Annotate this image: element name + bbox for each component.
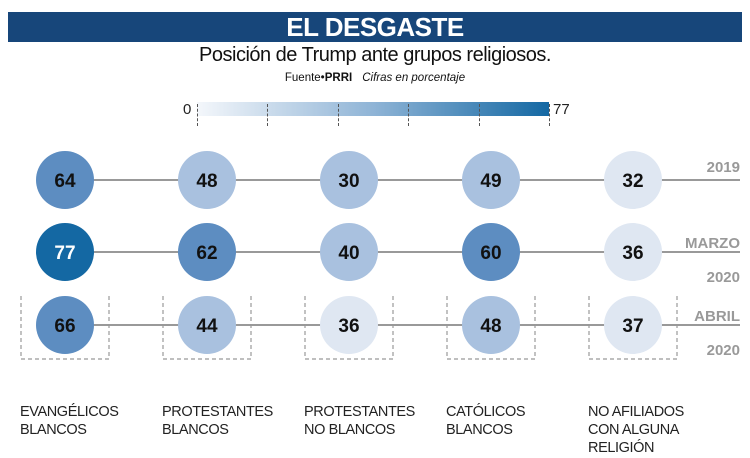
row-label: MARZO 2020 [685,234,740,287]
category-label: NO AFILIADOS CON ALGUNA RELIGIÓN [588,403,684,457]
value-circle [604,296,662,354]
row-label: ABRIL 2020 [694,307,740,360]
value-label: 64 [54,171,76,192]
row-label-line: MARZO [685,235,740,252]
value-label: 30 [338,171,359,192]
row-label-line: 2020 [706,342,740,359]
category-bracket [162,296,252,360]
category-label: EVANGÉLICOS BLANCOS [20,403,119,439]
source-name: PRRI [324,72,353,84]
legend-tick [267,104,269,126]
category-label-line: PROTESTANTES [304,404,415,420]
value-label: 48 [480,316,501,337]
category-bracket [446,296,536,360]
subtitle: Posición de Trump ante grupos religiosos… [199,44,551,66]
value-circle [320,151,378,209]
value-circle [462,296,520,354]
value-label: 48 [196,171,217,192]
category-label: PROTESTANTES NO BLANCOS [304,403,415,439]
category-label-line: BLANCOS [162,422,229,438]
legend-min-label: 0 [183,101,192,118]
category-label-line: EVANGÉLICOS [20,404,119,420]
category-label-line: BLANCOS [20,422,87,438]
value-label: 60 [480,243,501,264]
value-label: 37 [622,316,643,337]
value-label: 32 [622,171,643,192]
value-circle [178,296,236,354]
value-label: 40 [338,243,359,264]
value-circle [320,223,378,281]
source-label: Fuente• [284,72,325,84]
value-circle [462,223,520,281]
category-label-line: BLANCOS [446,422,513,438]
legend-tick [478,104,480,126]
value-circle [604,151,662,209]
value-circle [36,151,94,209]
legend-tick [549,104,550,126]
category-label: PROTESTANTES BLANCOS [162,403,273,439]
category-label: CATÓLICOS BLANCOS [446,403,526,439]
value-label: 44 [196,316,218,337]
category-bracket [20,296,110,360]
units-note: Cifras en porcentaje [362,72,466,84]
row-label: 2019 [707,158,740,177]
legend-tick [197,104,198,126]
category-label-line: NO BLANCOS [304,422,396,438]
value-label: 36 [622,243,643,264]
row-label-line: 2020 [706,269,740,286]
value-label: 36 [338,316,359,337]
category-label-line: RELIGIÓN [588,440,655,456]
category-bracket [304,296,394,360]
row-label-line: ABRIL [694,308,740,325]
value-circle [604,223,662,281]
color-scale-legend [197,102,549,116]
value-circle [36,223,94,281]
legend-tick [408,104,410,126]
legend-tick [337,104,339,126]
value-label: 77 [54,243,75,264]
value-label: 49 [480,171,501,192]
row-label-line: 2019 [706,159,740,176]
value-circle [178,223,236,281]
category-label-line: CATÓLICOS [446,404,526,420]
category-label-line: PROTESTANTES [162,404,273,420]
value-circle [320,296,378,354]
title-banner: EL DESGASTE [8,12,742,42]
legend-max-label: 77 [553,101,570,118]
category-label-line: NO AFILIADOS [588,404,684,420]
category-bracket [588,296,678,360]
value-label: 66 [54,316,75,337]
value-circle [462,151,520,209]
category-label-line: CON ALGUNA [588,422,680,438]
value-circle [178,151,236,209]
value-circle [36,296,94,354]
value-label: 62 [196,243,217,264]
source-line: Fuente•PRRI Cifras en porcentaje [0,72,750,84]
